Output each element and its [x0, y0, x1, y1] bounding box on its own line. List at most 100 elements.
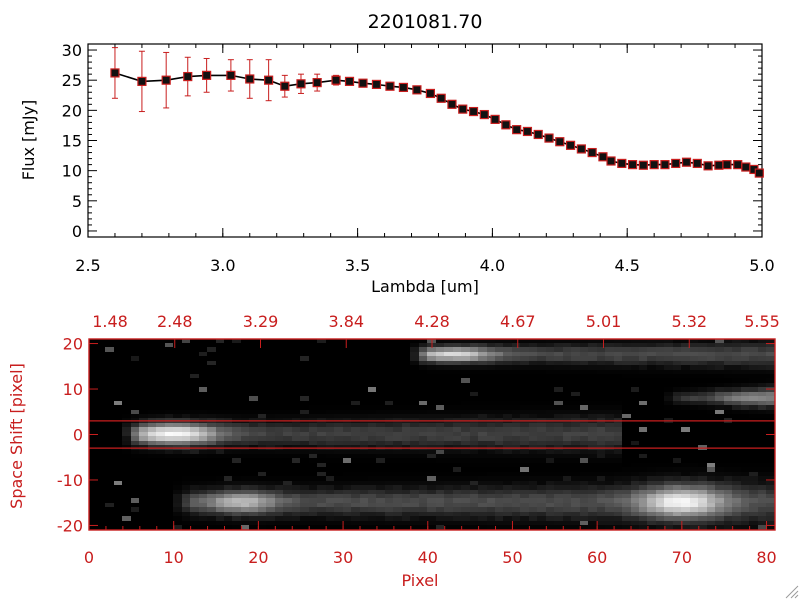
y-tick-label: 0 — [72, 222, 82, 241]
data-point — [533, 129, 543, 140]
image-top-wavelength-label: 5.32 — [671, 312, 707, 331]
data-point — [358, 78, 368, 88]
data-point — [638, 160, 648, 170]
image-x-tick-labels: 0 10 20 30 40 50 60 70 80 — [84, 548, 777, 567]
spectrum-ticks — [87, 44, 763, 237]
image-y-tick-label: -20 — [57, 516, 83, 535]
image-y-axis-label: Space Shift [pixel] — [7, 363, 26, 509]
image-top-wavelength-label: 5.55 — [744, 312, 780, 331]
image-x-tick-label: 70 — [672, 548, 692, 567]
data-point — [398, 82, 409, 93]
x-tick-label: 5.0 — [749, 256, 774, 275]
resize-grip-icon[interactable] — [785, 585, 799, 599]
image-top-wavelength-label: 3.84 — [328, 312, 364, 331]
y-tick-label: 30 — [62, 41, 82, 60]
data-point — [703, 161, 713, 171]
y-tick-label: 25 — [62, 71, 82, 90]
data-point — [741, 162, 751, 172]
y-tick-label: 15 — [62, 132, 82, 151]
image-top-wavelength-label: 4.28 — [414, 312, 450, 331]
image-x-tick-label: 50 — [502, 548, 522, 567]
x-tick-label: 4.5 — [614, 256, 639, 275]
data-point — [722, 160, 732, 170]
spectral-image — [89, 339, 775, 530]
data-point — [522, 126, 533, 137]
spectral-image-chart: 0 10 20 30 40 50 60 70 80 -20 -10 0 10 20 1.48 2.48 3.… — [7, 312, 780, 590]
y-tick-label: 20 — [62, 101, 82, 120]
spectrum-y-axis-label: Flux [mJy] — [19, 100, 38, 181]
image-x-tick-label: 40 — [418, 548, 438, 567]
data-point — [479, 109, 489, 120]
extraction-aperture-lines — [89, 420, 775, 449]
image-y-tick-labels: -20 -10 0 10 20 — [57, 335, 83, 536]
data-point — [436, 93, 446, 103]
error-bars — [111, 47, 366, 113]
data-point — [331, 75, 341, 85]
image-top-wavelength-label: 5.01 — [586, 312, 622, 331]
data-point — [137, 76, 147, 86]
image-x-tick-label: 60 — [587, 548, 607, 567]
data-point — [714, 160, 724, 170]
flux-series-line — [114, 72, 760, 174]
data-point — [161, 75, 171, 85]
image-top-wavelength-label: 4.67 — [500, 312, 536, 331]
image-top-wavelength-label: 1.48 — [92, 312, 128, 331]
data-point — [245, 74, 255, 84]
data-point — [606, 156, 616, 166]
image-y-tick-label: 0 — [73, 426, 83, 445]
data-point — [202, 70, 212, 80]
data-point — [447, 99, 457, 109]
data-point — [565, 140, 576, 150]
data-point — [576, 144, 586, 154]
image-y-tick-label: 20 — [63, 335, 83, 354]
data-point — [692, 158, 702, 169]
spectrum-x-axis-label: Lambda [um] — [371, 277, 479, 296]
x-tick-label: 2.5 — [75, 256, 100, 275]
image-ticks — [88, 339, 776, 530]
data-point — [458, 104, 468, 114]
data-point — [183, 71, 193, 82]
x-tick-label: 4.0 — [480, 256, 505, 275]
data-point — [598, 152, 608, 162]
data-point — [681, 157, 692, 167]
flux-spectrum-chart: 2201081.70 2.5 3.0 3.5 4.0 4.5 5.0 0 5 10 15 20 25… — [19, 11, 775, 296]
data-point — [468, 106, 479, 117]
data-point — [425, 88, 435, 99]
image-top-wavelength-label: 3.29 — [243, 312, 279, 331]
data-point — [385, 81, 395, 91]
image-x-tick-label: 20 — [248, 548, 268, 567]
data-point — [627, 160, 638, 170]
image-y-tick-label: 10 — [63, 380, 83, 399]
data-point — [660, 160, 670, 170]
data-point — [649, 160, 659, 170]
data-point — [490, 114, 500, 124]
data-point — [226, 70, 236, 80]
flux-markers — [110, 68, 764, 178]
chart-title: 2201081.70 — [368, 11, 483, 33]
spectral-image-container — [89, 339, 775, 530]
image-x-tick-label: 0 — [84, 548, 94, 567]
image-y-tick-label: -10 — [57, 471, 83, 490]
image-x-axis-label: Pixel — [401, 571, 438, 590]
data-point — [617, 158, 627, 169]
image-x-tick-label: 10 — [164, 548, 184, 567]
spectrum-x-tick-labels: 2.5 3.0 3.5 4.0 4.5 5.0 — [75, 256, 774, 275]
spectrum-y-tick-labels: 0 5 10 15 20 25 30 — [62, 41, 82, 241]
x-tick-label: 3.5 — [345, 256, 370, 275]
data-point — [312, 77, 322, 88]
data-point — [344, 76, 355, 86]
y-tick-label: 5 — [72, 192, 82, 211]
image-top-wavelength-label: 2.48 — [157, 312, 193, 331]
data-point — [671, 158, 681, 169]
data-point — [512, 125, 522, 135]
data-point — [555, 137, 565, 147]
data-point — [371, 79, 382, 90]
data-point — [544, 133, 554, 143]
x-tick-label: 3.0 — [210, 256, 235, 275]
data-point — [501, 120, 511, 130]
data-point — [280, 81, 290, 91]
image-top-wavelength-labels: 1.48 2.48 3.29 3.84 4.28 4.67 5.01 5.32 5.55 — [92, 312, 780, 331]
y-tick-label: 10 — [62, 162, 82, 181]
data-point — [264, 75, 274, 85]
